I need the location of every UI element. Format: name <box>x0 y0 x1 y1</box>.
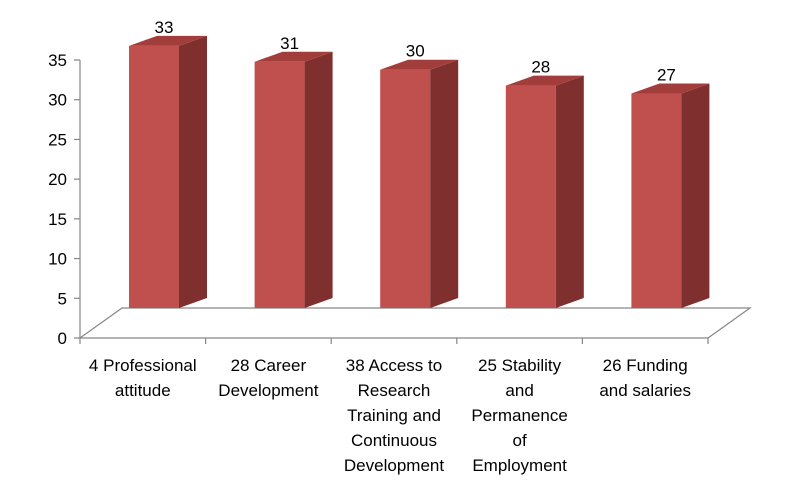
bar <box>380 59 459 308</box>
data-label: 33 <box>155 18 174 37</box>
x-category-label: 38 Access to Research Training and Continuo… <box>332 353 456 478</box>
y-tick-label: 30 <box>48 91 67 110</box>
x-category-label-line: attitude <box>114 381 171 400</box>
x-category-label-line: 38 Access to <box>345 356 443 375</box>
x-category-label-line: and salaries <box>599 381 692 400</box>
bar-front <box>254 61 305 309</box>
y-tick-label: 35 <box>48 51 67 70</box>
x-category-label-line: 28 Career <box>230 356 307 375</box>
x-category-label-line: Permanence <box>471 406 568 425</box>
x-category-label-line: Continuous <box>350 431 437 450</box>
bar-top <box>631 83 710 94</box>
data-label: 27 <box>657 66 676 85</box>
y-tick-label: 25 <box>48 130 67 149</box>
x-category-label-line: 25 Stability <box>478 356 562 375</box>
y-tick-label: 5 <box>58 289 67 308</box>
bar-side <box>681 83 710 309</box>
bar <box>505 75 584 308</box>
x-category-label: 4 Professional attitude <box>81 353 205 403</box>
x-category-label-line: 26 Funding <box>602 356 688 375</box>
bar-top <box>129 35 207 46</box>
x-category-label-line: and <box>505 381 534 400</box>
bar-front <box>505 85 556 308</box>
bar-side <box>555 75 584 308</box>
bar-top <box>380 59 459 70</box>
floor-outline <box>78 307 752 339</box>
x-category-label-line: of <box>512 431 527 450</box>
y-tick-label: 20 <box>48 170 67 189</box>
bar-front <box>129 45 179 309</box>
bar-side <box>304 51 333 309</box>
x-category-label-line: Development <box>218 381 319 400</box>
x-category-label: 28 Career Development <box>206 353 330 403</box>
bar <box>129 35 207 309</box>
bar-top <box>505 75 584 86</box>
bar-side <box>179 35 207 309</box>
bar-series <box>129 35 710 309</box>
x-category-label-line: Training and <box>347 406 441 425</box>
x-category-label-line: Research <box>357 381 431 400</box>
y-axis: 0 5 10 15 20 25 30 35 <box>48 51 709 348</box>
bar <box>631 83 710 309</box>
y-tick-label: 0 <box>58 329 67 348</box>
chart-floor <box>78 307 752 339</box>
y-tick-label: 10 <box>48 250 67 269</box>
bar-side <box>430 59 459 308</box>
data-label: 30 <box>406 42 425 61</box>
bar-top <box>254 51 333 62</box>
bar-front <box>380 69 431 308</box>
data-label: 28 <box>531 58 550 77</box>
data-label: 31 <box>280 34 299 53</box>
bar-front <box>631 93 682 309</box>
x-category-label-line: 4 Professional <box>88 356 197 375</box>
bar <box>254 51 333 309</box>
x-category-label: 25 Stability and Permanence of Employment <box>458 353 582 478</box>
x-category-label: 26 Funding and salaries <box>583 353 707 403</box>
x-category-label-line: Employment <box>472 456 567 475</box>
data-labels: 33 31 30 28 27 <box>155 18 676 85</box>
x-category-label-line: Development <box>343 456 445 475</box>
y-tick-label: 15 <box>48 210 67 229</box>
